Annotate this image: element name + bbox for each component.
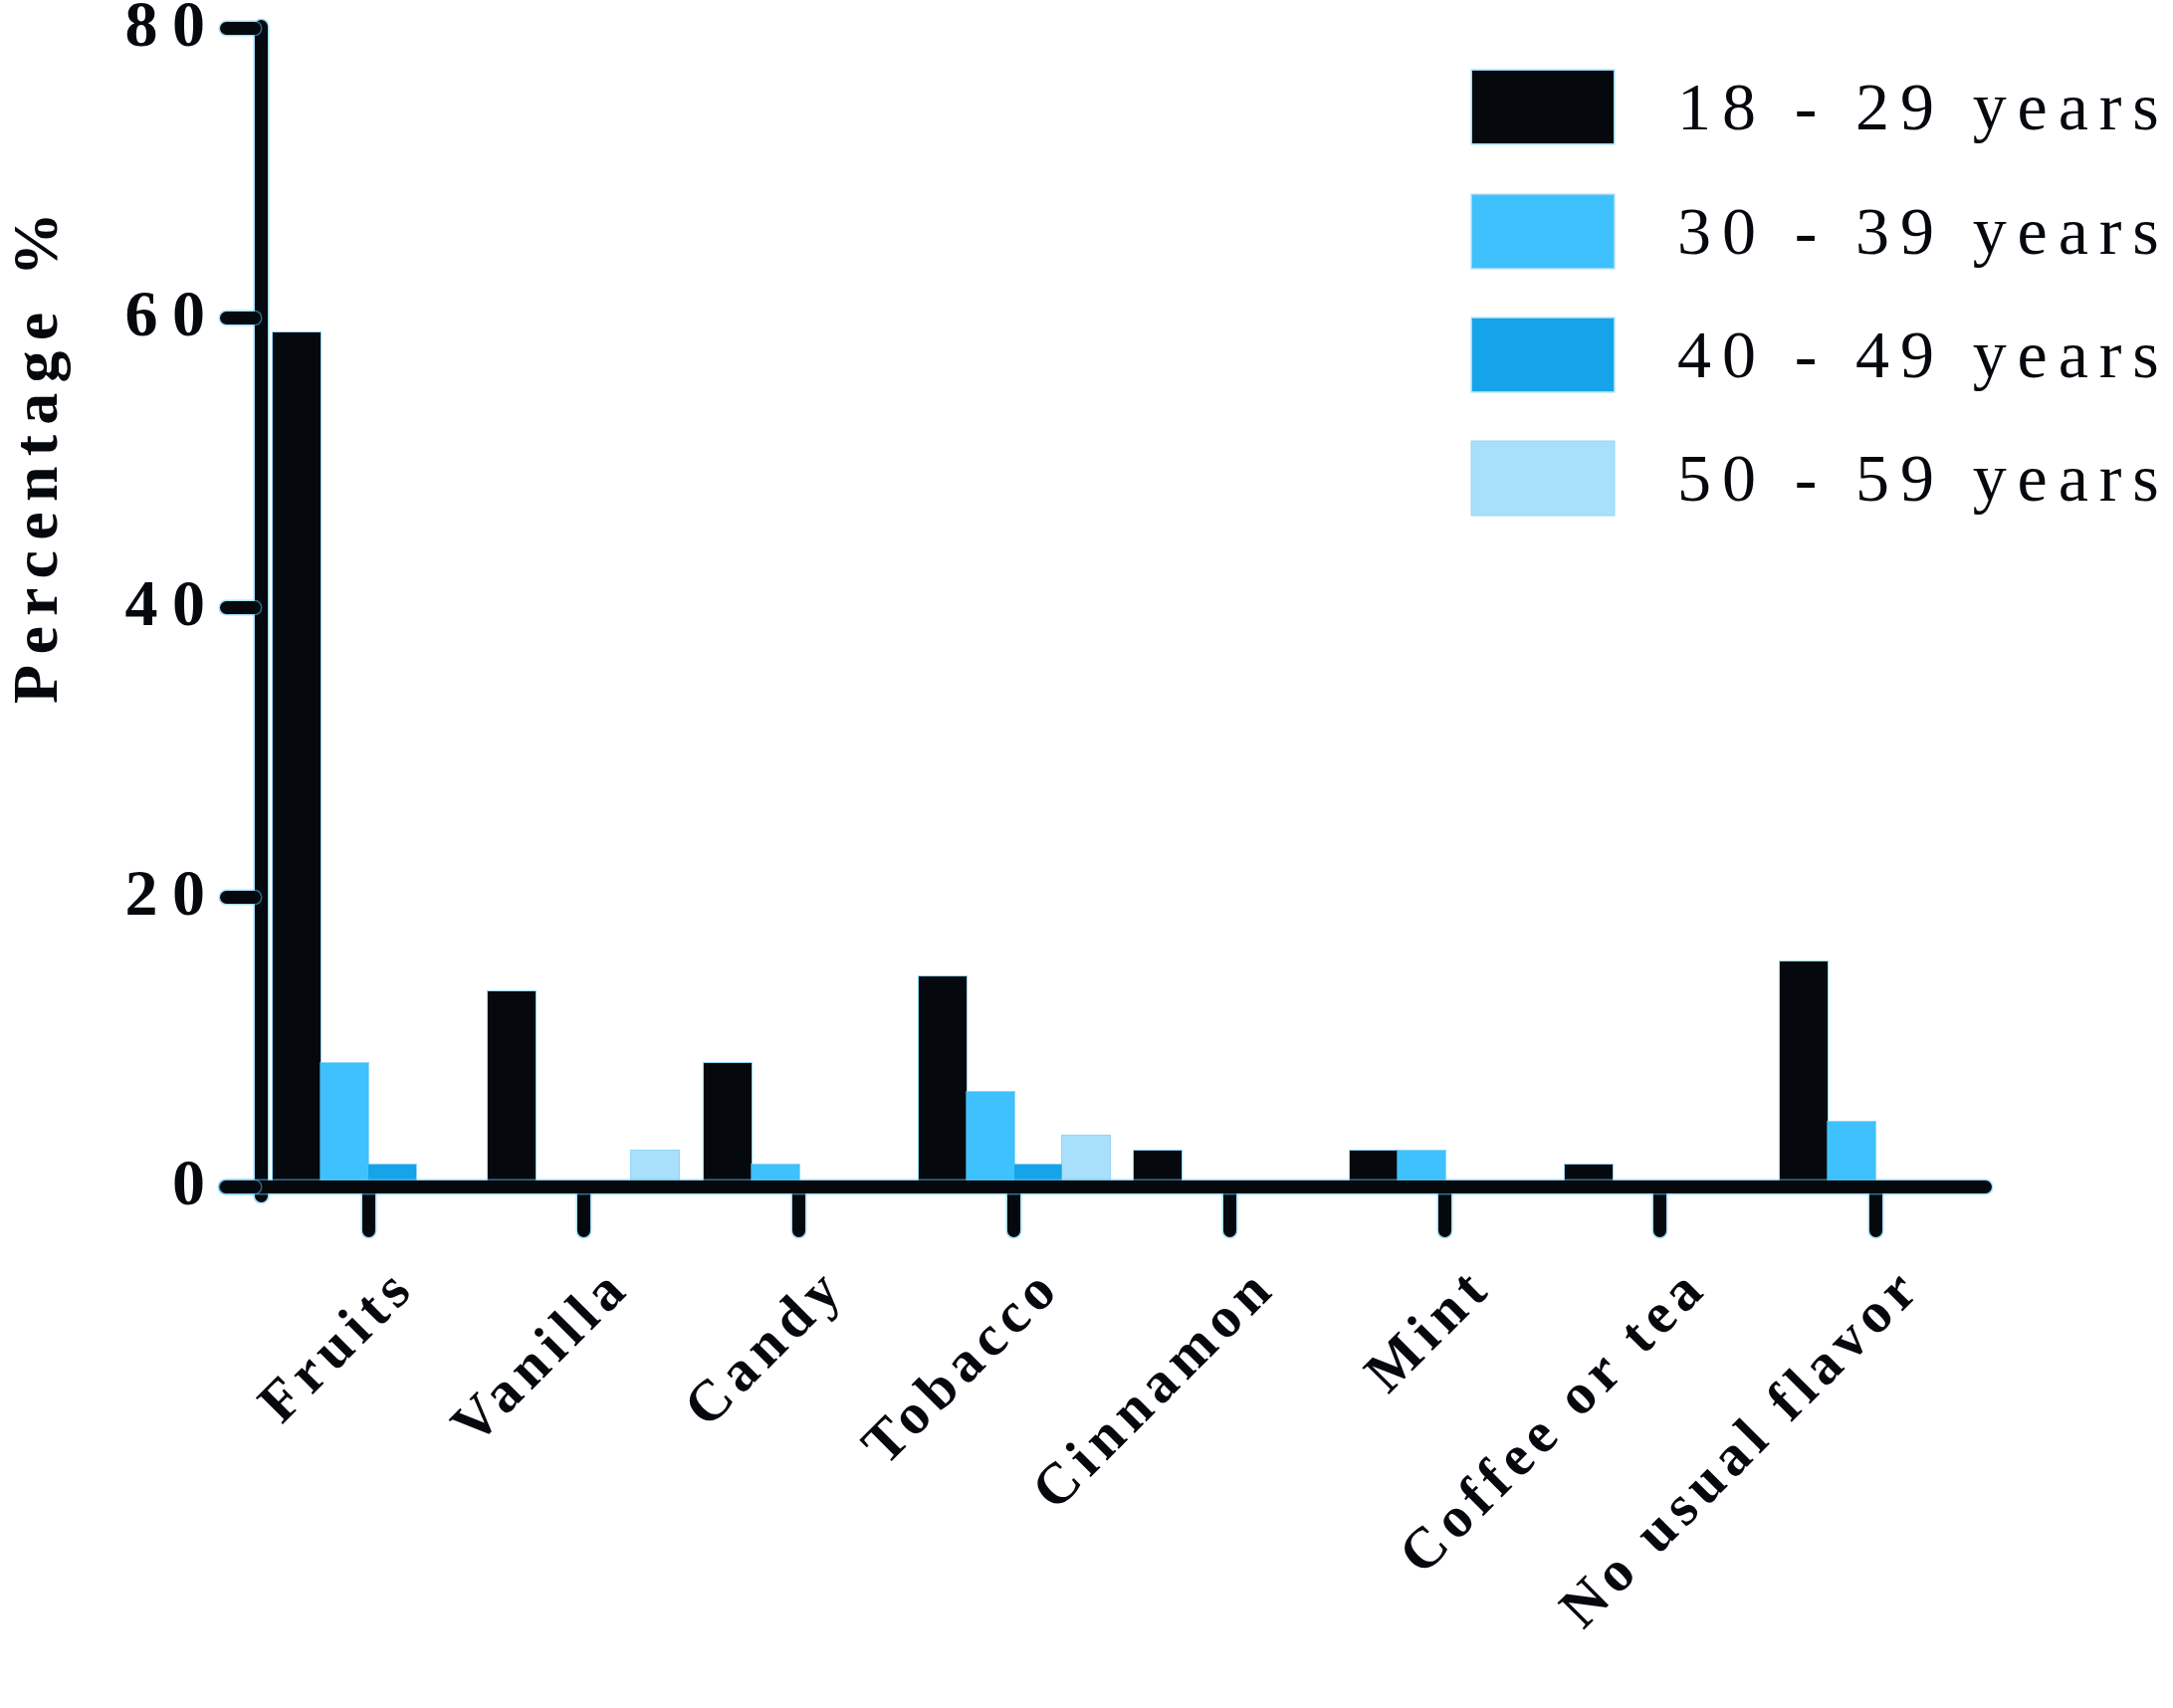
x-tick-label: Tobacco: [848, 1252, 1073, 1477]
y-tick: [220, 601, 261, 614]
x-tick-label: No usual flavor: [1546, 1252, 1934, 1640]
legend-swatch-30-39: [1472, 195, 1614, 268]
bar: [704, 1063, 752, 1186]
y-tick-label: 20: [124, 855, 219, 931]
x-tick-label: Candy: [671, 1252, 858, 1439]
legend-label: 30 - 39 years: [1677, 192, 2170, 271]
x-tick: [577, 1186, 590, 1237]
legend-item: 18 - 29 years: [1472, 71, 2170, 143]
bar: [967, 1092, 1014, 1186]
bar: [273, 332, 321, 1186]
legend-swatch-50-59: [1472, 442, 1614, 515]
legend-swatch-40-49: [1472, 319, 1614, 391]
y-tick: [220, 1180, 261, 1193]
x-tick: [362, 1186, 375, 1237]
x-tick-label: Vanilla: [438, 1252, 643, 1457]
legend-item: 30 - 39 years: [1472, 195, 2170, 268]
legend-label: 40 - 49 years: [1677, 316, 2170, 394]
y-tick-label: 60: [124, 276, 219, 351]
legend-label: 50 - 59 years: [1677, 439, 2170, 518]
y-tick-label: 80: [124, 0, 219, 62]
x-tick: [1869, 1186, 1882, 1237]
y-tick: [220, 312, 261, 324]
bar: [919, 976, 967, 1186]
x-tick: [1438, 1186, 1451, 1237]
bar: [321, 1063, 368, 1186]
y-axis-title: Percentage %: [0, 202, 73, 704]
x-tick-label: Mint: [1351, 1252, 1504, 1405]
y-tick: [220, 891, 261, 904]
bar: [1780, 961, 1828, 1186]
bar: [488, 991, 536, 1186]
x-tick-label: Fruits: [244, 1252, 427, 1435]
bar: [1828, 1122, 1875, 1186]
legend-item: 50 - 59 years: [1472, 442, 2170, 515]
x-tick: [1007, 1186, 1020, 1237]
legend-swatch-18-29: [1472, 71, 1614, 143]
legend-item: 40 - 49 years: [1472, 319, 2170, 391]
x-tick: [792, 1186, 805, 1237]
x-tick: [1223, 1186, 1236, 1237]
chart: Percentage % 0 20 40 60 80 FruitsVanillaCandy…: [0, 0, 2173, 1708]
y-tick: [220, 22, 261, 35]
x-axis-baseline: [219, 1180, 1992, 1193]
legend-label: 18 - 29 years: [1677, 68, 2170, 146]
x-tick: [1653, 1186, 1666, 1237]
y-tick-label: 40: [124, 565, 219, 641]
y-tick-label: 0: [172, 1145, 220, 1220]
bar: [1062, 1136, 1110, 1186]
